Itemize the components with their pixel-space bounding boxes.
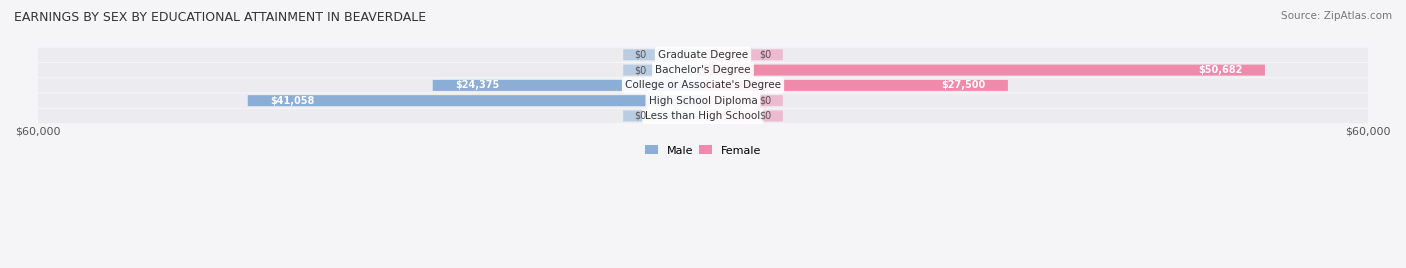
Text: $0: $0 — [634, 65, 647, 75]
Text: $24,375: $24,375 — [456, 80, 499, 90]
Legend: Male, Female: Male, Female — [640, 141, 766, 160]
FancyBboxPatch shape — [247, 95, 703, 106]
Text: $0: $0 — [759, 50, 772, 60]
FancyBboxPatch shape — [703, 65, 1265, 76]
Text: $0: $0 — [759, 111, 772, 121]
FancyBboxPatch shape — [703, 49, 783, 60]
FancyBboxPatch shape — [38, 63, 1368, 77]
Text: Bachelor's Degree: Bachelor's Degree — [655, 65, 751, 75]
FancyBboxPatch shape — [38, 78, 1368, 92]
FancyBboxPatch shape — [38, 94, 1368, 108]
Text: Graduate Degree: Graduate Degree — [658, 50, 748, 60]
Text: EARNINGS BY SEX BY EDUCATIONAL ATTAINMENT IN BEAVERDALE: EARNINGS BY SEX BY EDUCATIONAL ATTAINMEN… — [14, 11, 426, 24]
FancyBboxPatch shape — [38, 48, 1368, 62]
Text: Less than High School: Less than High School — [645, 111, 761, 121]
Text: $50,682: $50,682 — [1198, 65, 1243, 75]
Text: College or Associate's Degree: College or Associate's Degree — [626, 80, 780, 90]
Text: $0: $0 — [634, 111, 647, 121]
FancyBboxPatch shape — [623, 110, 703, 121]
FancyBboxPatch shape — [703, 110, 783, 121]
Text: Source: ZipAtlas.com: Source: ZipAtlas.com — [1281, 11, 1392, 21]
FancyBboxPatch shape — [623, 49, 703, 60]
Text: High School Diploma: High School Diploma — [648, 96, 758, 106]
FancyBboxPatch shape — [623, 65, 703, 76]
FancyBboxPatch shape — [703, 80, 1008, 91]
Text: $0: $0 — [759, 96, 772, 106]
Text: $41,058: $41,058 — [270, 96, 315, 106]
Text: $27,500: $27,500 — [942, 80, 986, 90]
Text: $0: $0 — [634, 50, 647, 60]
FancyBboxPatch shape — [433, 80, 703, 91]
FancyBboxPatch shape — [38, 109, 1368, 123]
FancyBboxPatch shape — [703, 95, 783, 106]
